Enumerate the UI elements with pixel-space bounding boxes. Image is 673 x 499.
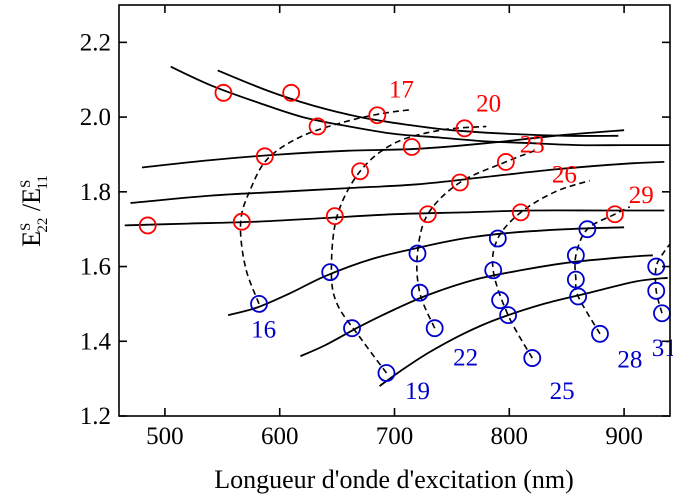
y-tick-label-1.8: 1.8 (80, 179, 111, 206)
curves-layer (124, 65, 670, 387)
y-axis-title-num-sub: 22 (35, 218, 51, 233)
dashed-curve-0 (239, 108, 412, 305)
ticks-layer: 500 600 700 800 900 1.2 1.4 1.6 1.8 2.0 2.2 (80, 5, 670, 450)
x-axis-title: Longueur d'onde d'excitation (nm) (214, 465, 574, 494)
solid-curve-6 (300, 254, 653, 358)
blue-point-11 (523, 349, 542, 367)
annotation-label-22: 22 (453, 345, 478, 372)
y-axis-title-den: E (17, 188, 46, 204)
y-axis-title-num: E (17, 231, 46, 247)
blue-point-10 (499, 306, 518, 325)
x-tick-label-500: 500 (146, 423, 184, 450)
solid-curve-4 (124, 209, 665, 227)
x-tick-label-800: 800 (491, 423, 529, 450)
red-point-2 (232, 212, 251, 231)
solid-curve-2 (141, 129, 625, 169)
y-axis-title-den-sub: 11 (35, 175, 51, 189)
y-tick-label-1.6: 1.6 (80, 254, 111, 281)
red-point-6 (325, 207, 344, 226)
blue-point-18 (647, 281, 666, 300)
y-axis-title: ES22 /ES11 (17, 175, 51, 247)
y-axis-title-slash: / (17, 203, 46, 218)
blue-point-0 (250, 295, 268, 313)
solid-curve-3 (130, 161, 665, 204)
solid-curve-7 (379, 276, 668, 387)
dashed-curve-2 (416, 149, 535, 329)
y-tick-label-2: 2.0 (80, 104, 111, 131)
annotation-label-25: 25 (550, 378, 575, 405)
annotation-label-19: 19 (405, 378, 430, 405)
red-point-15 (606, 205, 624, 224)
solid-curve-1 (217, 69, 619, 137)
blue-point-8 (488, 229, 507, 248)
annotation-label-17: 17 (389, 77, 414, 104)
blue-point-2 (343, 319, 361, 338)
blue-point-13 (566, 246, 585, 265)
dashed-curve-4 (574, 206, 631, 335)
annotation-label-28: 28 (617, 346, 642, 373)
red-point-7 (351, 162, 369, 181)
annotation-label-26: 26 (552, 161, 577, 188)
red-point-3 (255, 147, 274, 166)
annotation-label-20: 20 (476, 90, 501, 117)
blue-point-12 (566, 270, 585, 289)
y-tick-label-1.2: 1.2 (80, 403, 111, 430)
red-point-1 (214, 83, 233, 102)
markers-layer (138, 83, 671, 382)
blue-point-4 (408, 244, 427, 263)
red-point-14 (511, 203, 530, 222)
dashed-curve-1 (330, 125, 487, 374)
y-tick-label-1.4: 1.4 (80, 328, 112, 355)
red-point-4 (282, 83, 301, 102)
red-point-12 (455, 119, 474, 138)
blue-point-9 (491, 291, 510, 310)
solid-curve-0 (170, 65, 670, 147)
y-axis-title-den-sup: S (18, 180, 34, 188)
red-point-11 (451, 173, 469, 192)
blue-point-5 (410, 283, 429, 302)
y-tick-label-2.2: 2.2 (80, 29, 111, 56)
red-point-10 (418, 205, 437, 224)
annotation-label-29: 29 (629, 182, 654, 209)
solid-curve-5 (227, 226, 625, 316)
red-point-8 (368, 106, 387, 125)
x-tick-label-600: 600 (261, 423, 299, 450)
y-axis-title-num-sup: S (18, 223, 34, 231)
blue-point-15 (578, 220, 597, 239)
annotation-label-23: 23 (520, 132, 545, 159)
red-point-5 (308, 117, 327, 136)
blue-point-16 (591, 324, 609, 343)
blue-point-19 (653, 304, 671, 323)
x-tick-label-700: 700 (376, 423, 414, 450)
x-tick-label-900: 900 (605, 423, 643, 450)
red-point-9 (402, 138, 421, 156)
dashed-curve-3 (491, 179, 590, 359)
annotation-label-16: 16 (251, 317, 276, 344)
red-point-0 (138, 216, 157, 235)
blue-point-3 (377, 364, 396, 382)
blue-point-7 (484, 261, 503, 280)
blue-point-6 (425, 319, 444, 338)
blue-point-1 (321, 263, 340, 282)
blue-point-14 (569, 287, 588, 306)
red-point-13 (496, 153, 515, 171)
